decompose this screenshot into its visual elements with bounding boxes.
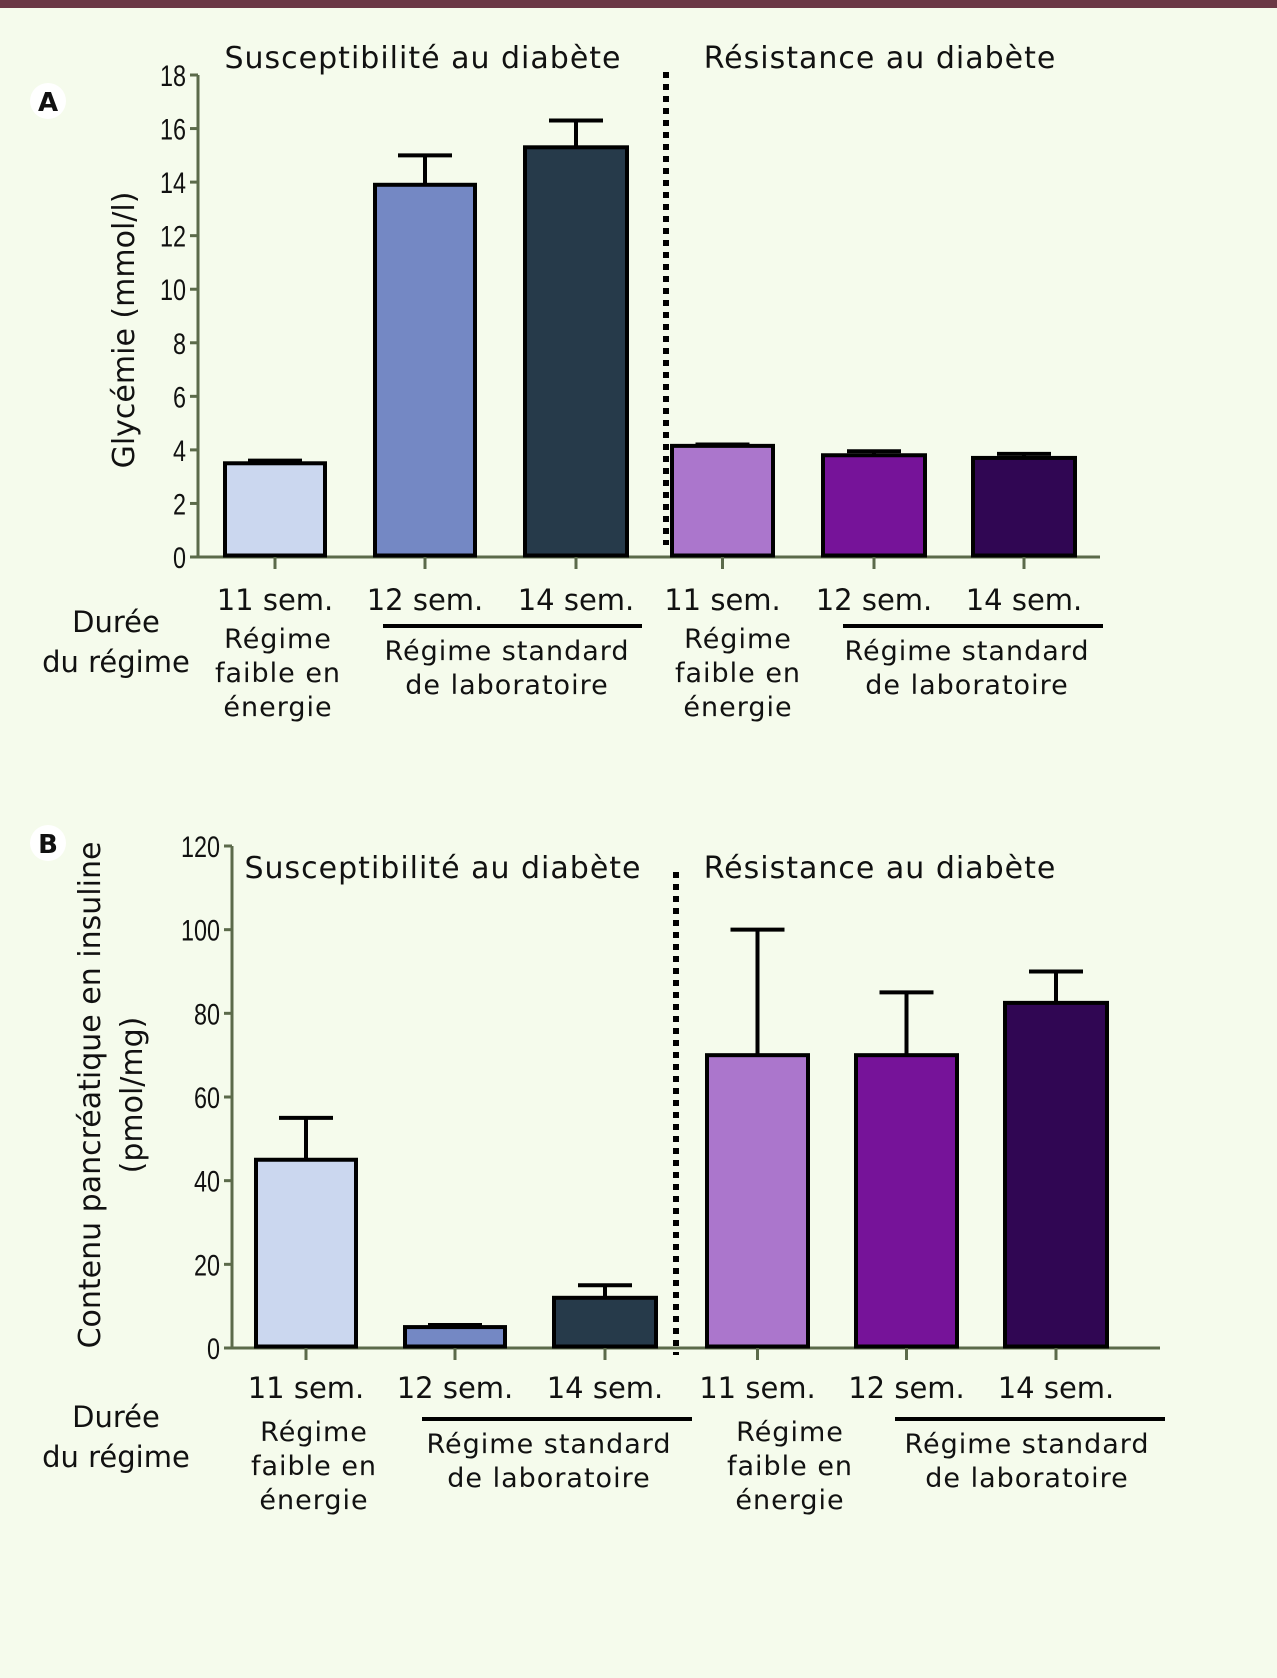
x-axis-label: du régime [42, 645, 190, 679]
group-title-resistance: Résistance au diabète [704, 41, 1057, 76]
y-axis-label: Contenu pancréatique en insuline [73, 842, 108, 1349]
group-title-resistance: Résistance au diabète [704, 851, 1057, 886]
x-tick-label: 12 sem. [816, 583, 933, 617]
bar [670, 443, 775, 558]
panel-badge-circle [30, 83, 66, 119]
bar [223, 461, 327, 558]
y-axis-label-unit: (pmol/mg) [115, 1017, 150, 1174]
y-tick-label: 120 [181, 831, 220, 864]
x-tick-label: 12 sem. [848, 1371, 965, 1405]
group-label: énergie [735, 1485, 844, 1516]
x-tick-label: 11 sem. [248, 1371, 365, 1405]
group-label: de laboratoire [865, 670, 1068, 701]
x-tick-label: 14 sem. [966, 583, 1083, 617]
bar [403, 1325, 507, 1349]
group-label: Régime standard [844, 636, 1089, 667]
y-tick-label: 6 [173, 381, 186, 414]
x-tick-label: 14 sem. [518, 583, 635, 617]
group-label: de laboratoire [925, 1463, 1128, 1494]
group-label: Régime standard [384, 636, 629, 667]
top-bar [0, 0, 1277, 8]
y-tick-label: 10 [160, 274, 186, 307]
x-axis-label: du régime [42, 1440, 190, 1474]
bar [523, 145, 629, 558]
x-tick-label: 11 sem. [217, 583, 334, 617]
y-tick-label: 60 [194, 1082, 220, 1115]
group-label: Régime [224, 624, 332, 655]
x-tick-label: 12 sem. [397, 1371, 514, 1405]
chart-panel-b: B 0 20 40 60 80 100 120 11 sem. 12 sem. 14 sem. 11 … [30, 825, 1165, 1516]
chart-panel-a: A 0 2 4 6 8 10 12 14 16 18 11 sem. 12 sem. 14 sem. 11 … [30, 41, 1103, 723]
group-label: faible en [251, 1451, 377, 1482]
panel-badge-label: A [38, 88, 58, 118]
bar [854, 1053, 959, 1349]
x-tick-label: 11 sem. [664, 583, 781, 617]
x-tick-label: 14 sem. [547, 1371, 664, 1405]
y-axis-label: Glycémie (mmol/l) [107, 192, 142, 469]
bar [373, 182, 477, 558]
group-label: faible en [727, 1451, 853, 1482]
group-title-susceptibility: Susceptibilité au diabète [225, 41, 622, 76]
x-tick-label: 14 sem. [998, 1371, 1115, 1405]
panel-badge-label: B [38, 830, 58, 860]
bar [254, 1157, 358, 1349]
group-title-susceptibility: Susceptibilité au diabète [245, 851, 642, 886]
bar [1003, 1000, 1109, 1349]
y-tick-label: 2 [173, 488, 186, 521]
bar [552, 1295, 658, 1349]
y-tick-label: 0 [173, 542, 186, 575]
y-tick-label: 40 [194, 1166, 220, 1199]
group-label: Régime [736, 1417, 844, 1448]
group-label: de laboratoire [405, 670, 608, 701]
group-label: de laboratoire [447, 1463, 650, 1494]
y-tick-label: 8 [173, 328, 186, 361]
group-label: Régime [684, 624, 792, 655]
group-label: énergie [259, 1485, 368, 1516]
y-tick-label: 4 [173, 435, 186, 468]
group-label: Régime standard [904, 1429, 1149, 1460]
y-tick-label: 18 [160, 60, 186, 93]
bar [971, 455, 1077, 558]
y-tick-label: 16 [160, 114, 186, 147]
group-label: faible en [675, 658, 801, 689]
x-axis-label: Durée [72, 1400, 160, 1434]
x-axis-label: Durée [72, 605, 160, 639]
group-label: faible en [215, 658, 341, 689]
group-label: énergie [223, 692, 332, 723]
bar [705, 1053, 810, 1349]
y-tick-label: 80 [194, 998, 220, 1031]
x-tick-label: 12 sem. [367, 583, 484, 617]
y-tick-label: 100 [181, 915, 220, 948]
group-label: Régime standard [426, 1429, 671, 1460]
bar [821, 453, 927, 558]
y-tick-label: 12 [160, 221, 186, 254]
group-label: Régime [260, 1417, 368, 1448]
y-tick-label: 20 [194, 1249, 220, 1282]
group-label: énergie [683, 692, 792, 723]
y-tick-label: 0 [207, 1333, 220, 1366]
panel-badge-circle [30, 825, 66, 861]
y-tick-label: 14 [160, 167, 186, 200]
x-tick-label: 11 sem. [699, 1371, 816, 1405]
